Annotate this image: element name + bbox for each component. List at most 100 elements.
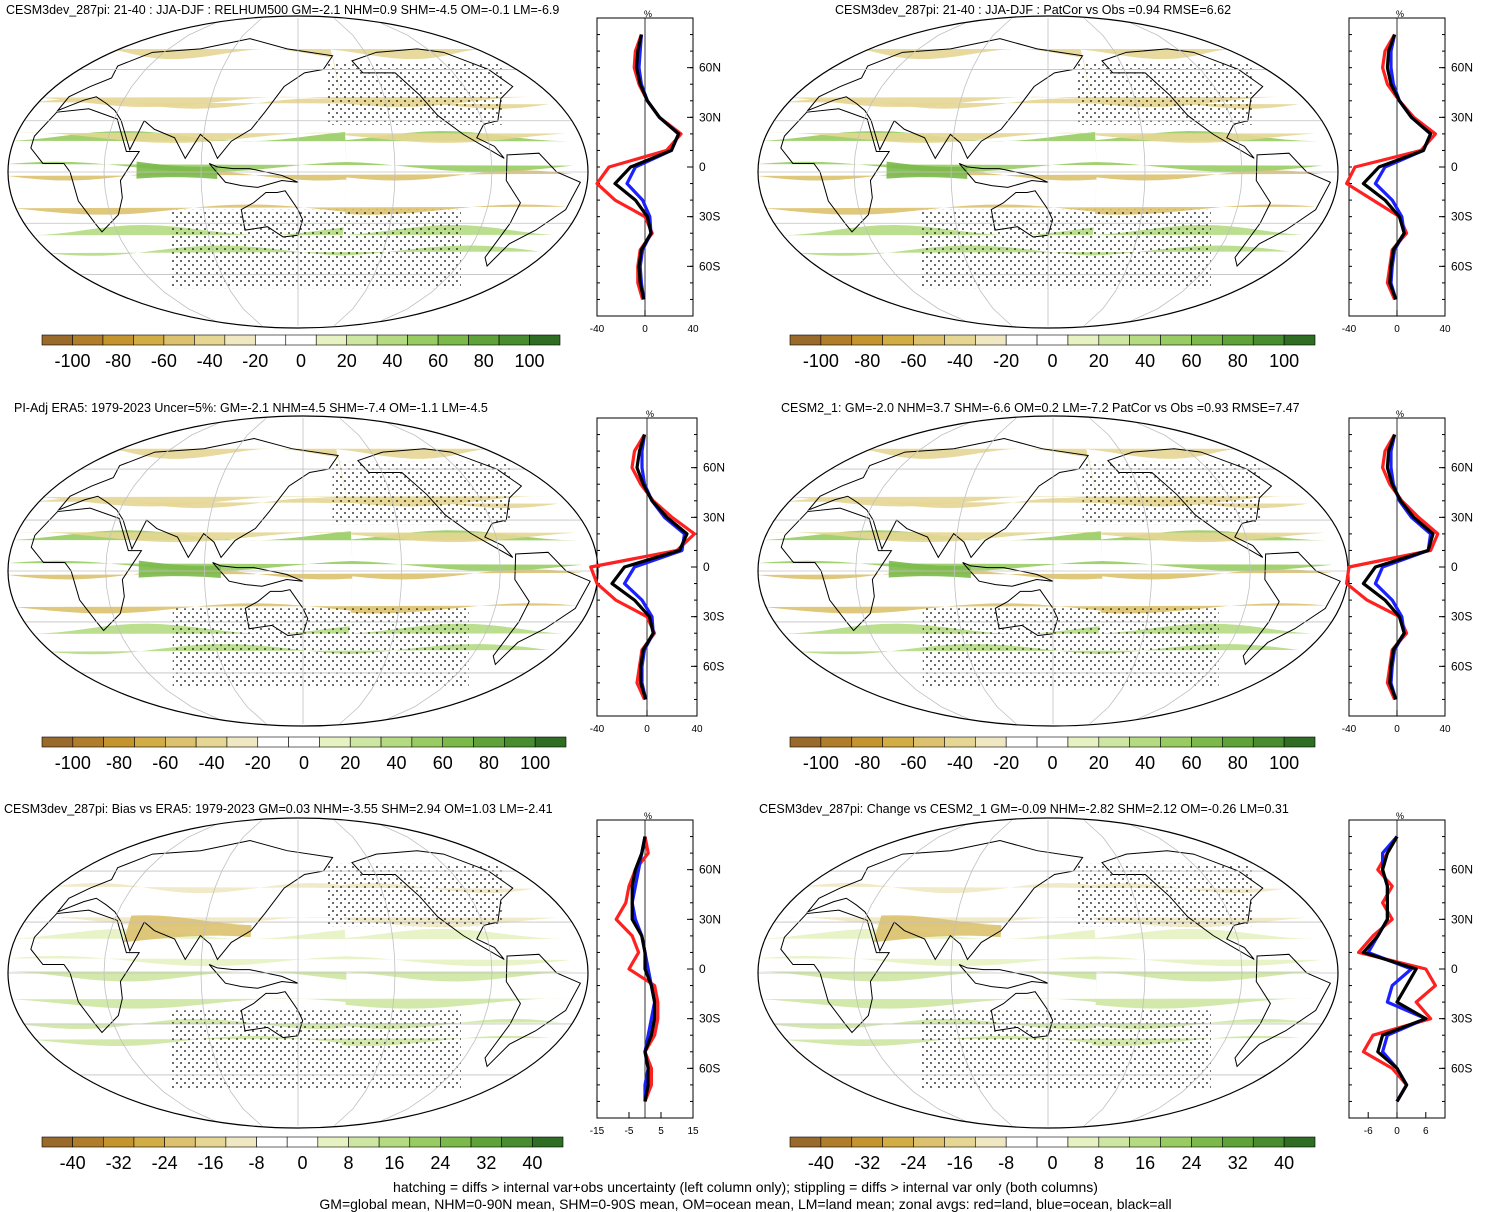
colorbar-swatch	[1222, 736, 1254, 748]
graticule-lon	[853, 819, 976, 1127]
colorbar-label: -60	[901, 351, 927, 371]
colorbar-label: 100	[1269, 351, 1299, 371]
graticule-lon	[333, 17, 396, 327]
lat-tick-label: 60N	[703, 461, 725, 475]
continent-outline	[56, 839, 334, 961]
continent-outline	[56, 38, 334, 160]
map-border	[7, 15, 589, 329]
colorbar-label: -40	[199, 753, 225, 773]
x-tick-label: -40	[590, 324, 605, 335]
colorbar-swatch	[944, 736, 976, 748]
x-tick-label: 15	[687, 1126, 699, 1137]
continent-outline	[780, 909, 891, 1034]
colorbar-swatch	[1129, 1136, 1161, 1148]
zonal-series-blue	[622, 434, 687, 700]
lat-tick-label: 60S	[703, 659, 724, 673]
colorbar-swatch	[437, 334, 469, 346]
colorbar-swatch	[225, 1136, 257, 1148]
colorbar-swatch	[133, 334, 165, 346]
field-band	[788, 48, 1294, 108]
graticule-lon	[370, 819, 493, 1127]
zonal-series-black	[1361, 835, 1428, 1103]
colorbar-swatch	[1283, 1136, 1316, 1148]
colorbar-swatch	[913, 1136, 945, 1148]
colorbar-swatch	[882, 1136, 914, 1148]
colorbar-swatch	[820, 1136, 853, 1148]
x-tick-label: 0	[1394, 324, 1400, 335]
x-tick-label: 6	[1423, 1126, 1429, 1137]
zonal-mean-plot: % 60N 30N 0 30S 60S -40 0 40	[1342, 9, 1473, 335]
stippling	[922, 608, 1219, 687]
graticule-lon	[370, 17, 493, 327]
map-border	[757, 817, 1339, 1129]
unit-label: %	[1396, 9, 1404, 19]
colorbar-swatch	[882, 736, 914, 748]
colorbar-label: 40	[522, 1153, 542, 1173]
colorbar: -40 -32 -24 -16 -8 0 8 16 24 32 40	[789, 1136, 1316, 1173]
graticule-lon	[103, 17, 226, 327]
field-band	[15, 98, 566, 143]
lat-tick-label: 30N	[699, 110, 721, 124]
lat-tick-label: 30N	[703, 510, 725, 524]
colorbar-label: -80	[105, 351, 131, 371]
colorbar-label: 32	[1228, 1153, 1248, 1173]
field-band	[888, 560, 971, 578]
continent-outline	[807, 437, 1090, 559]
colorbar-swatch	[913, 334, 945, 346]
lat-tick-label: 60N	[1451, 461, 1473, 475]
colorbar-swatch	[409, 1136, 441, 1148]
unit-label: %	[1396, 409, 1404, 419]
lat-tick-label: 0	[699, 160, 706, 174]
continent-outline	[30, 909, 141, 1034]
colorbar-label: 40	[382, 351, 402, 371]
colorbar-swatch	[226, 736, 259, 748]
colorbar-label: -20	[245, 753, 271, 773]
colorbar-label: 0	[299, 753, 309, 773]
colorbar-swatch	[974, 334, 1007, 346]
graticule-lon	[376, 417, 501, 725]
colorbar-label: -40	[197, 351, 223, 371]
zonal-series-blue	[1373, 434, 1433, 700]
colorbar-swatch	[1067, 1136, 1100, 1148]
x-tick-label: 40	[691, 724, 703, 735]
field-band	[765, 497, 1325, 543]
colorbar-label: -24	[901, 1153, 927, 1173]
colorbar-swatch	[41, 1136, 73, 1148]
graticule-lon	[950, 819, 1013, 1127]
colorbar-swatch	[1098, 334, 1131, 346]
colorbar-swatch	[315, 334, 348, 346]
colorbar-label: -16	[198, 1153, 224, 1173]
zonal-series-black	[613, 34, 681, 300]
colorbar-swatch	[851, 736, 883, 748]
colorbar-label: -40	[808, 1153, 834, 1173]
field-band	[758, 530, 1333, 571]
colorbar-swatch	[1160, 1136, 1192, 1148]
graticule-lon	[950, 17, 1013, 327]
colorbar-swatch	[944, 334, 976, 346]
zonal-mean-plot: % 60N 30N 0 30S 60S -40 0 40	[590, 9, 721, 335]
colorbar-swatch	[256, 1136, 288, 1148]
x-tick-label: -40	[590, 724, 605, 735]
colorbar-swatch	[286, 1136, 319, 1148]
colorbar-label: -100	[803, 753, 839, 773]
field-band	[758, 569, 1333, 614]
colorbar-label: 100	[515, 351, 545, 371]
stippling	[169, 209, 461, 289]
colorbar-swatch	[380, 736, 413, 748]
colorbar-swatch	[194, 334, 226, 346]
colorbar-swatch	[346, 334, 378, 346]
colorbar-swatch	[468, 334, 500, 346]
colorbar-swatch	[1191, 334, 1223, 346]
world-map	[757, 15, 1339, 329]
continent-outline	[780, 108, 891, 233]
colorbar-label: -80	[854, 753, 880, 773]
colorbar-label: -8	[998, 1153, 1014, 1173]
colorbar-swatch	[72, 334, 104, 346]
colorbar-swatch	[102, 1136, 135, 1148]
colorbar-label: -16	[947, 1153, 973, 1173]
colorbar-swatch	[1067, 736, 1100, 748]
colorbar-label: 100	[520, 753, 550, 773]
colorbar-swatch	[498, 334, 530, 346]
footer-note-hatching: hatching = diffs > internal var+obs unce…	[393, 1179, 1098, 1195]
world-map	[7, 415, 599, 727]
